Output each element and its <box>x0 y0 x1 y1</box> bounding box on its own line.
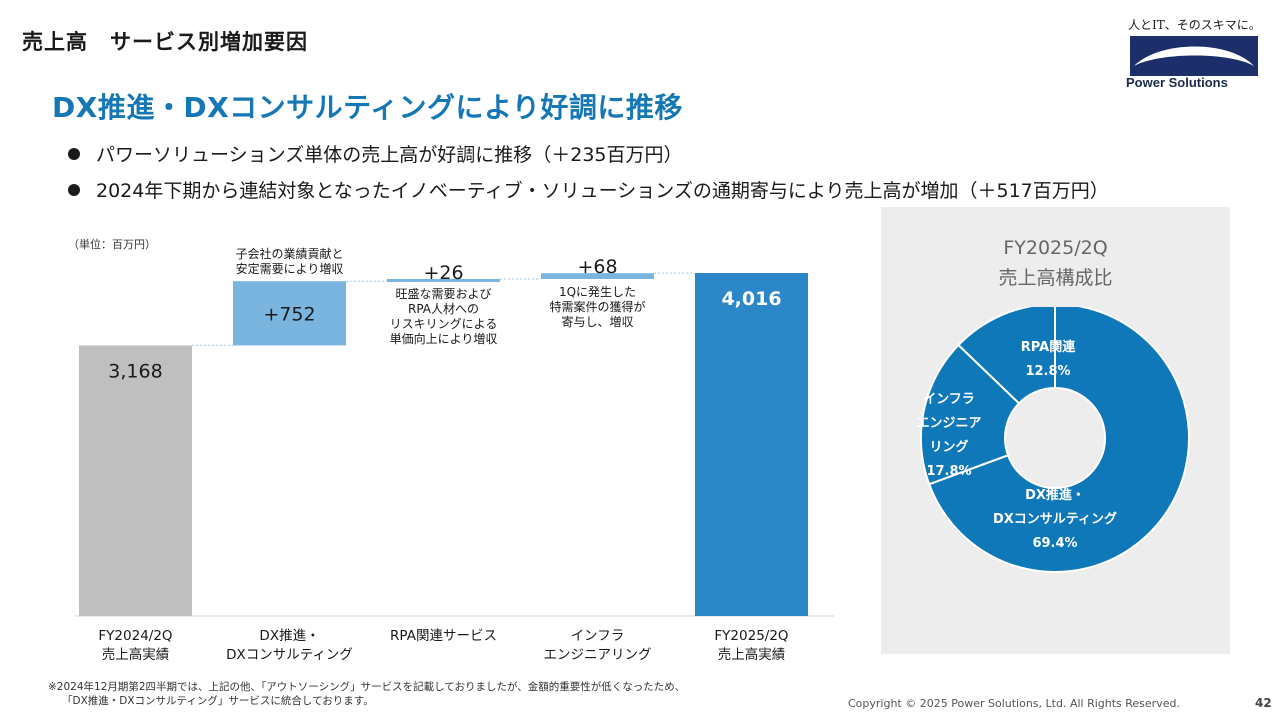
bar-annotation: 特需案件の獲得が <box>549 299 645 314</box>
category-label: 売上高実績 <box>718 646 786 663</box>
category-label: DXコンサルティング <box>226 647 353 663</box>
bar-value-label: +752 <box>263 303 315 325</box>
donut-slice <box>957 307 1056 405</box>
copyright: Copyright © 2025 Power Solutions, Ltd. A… <box>848 697 1180 710</box>
donut-label: エンジニア <box>916 416 981 431</box>
composition-panel: FY2025/2Q 売上高構成比 DX推進・ DXコンサルティング 69.4% インフ… <box>881 207 1230 654</box>
waterfall-bar <box>695 273 808 616</box>
unit-label: （単位：百万円） <box>68 238 156 251</box>
category-label: RPA関連サービス <box>390 628 497 644</box>
waterfall-bar <box>541 273 654 279</box>
waterfall-chart: 3,168 +752 +26 +68 4,016 子会社の業績貢献と安定需要により増収旺盛… <box>75 246 834 663</box>
bar-annotation: 1Qに発生した <box>559 285 636 299</box>
footnote: ※2024年12月期第2四半期では、上記の他、「アウトソーシング」サービスを記載… <box>48 680 685 708</box>
donut-label: RPA関連 <box>1021 339 1076 355</box>
footnote-line: ※2024年12月期第2四半期では、上記の他、「アウトソーシング」サービスを記載… <box>48 681 686 693</box>
page-number: 42 <box>1255 696 1272 710</box>
category-label: 売上高実績 <box>102 646 170 663</box>
company-logo: 人とIT、そのスキマに。 Power Solutions <box>1118 12 1268 94</box>
bar-annotation: 寄与し、増収 <box>561 314 633 329</box>
bullet-item: 2024年下期から連結対象となったイノベーティブ・ソリューションズの通期寄与によ… <box>68 176 1109 203</box>
donut-label: 17.8% <box>926 464 971 479</box>
donut-label: リング <box>929 439 968 455</box>
bar-value-label: 3,168 <box>108 360 162 382</box>
donut-title-line: 売上高構成比 <box>998 267 1113 289</box>
bullet-text: パワーソリューションズ単体の売上高が好調に推移（＋235百万円） <box>96 144 683 166</box>
bullet-item: パワーソリューションズ単体の売上高が好調に推移（＋235百万円） <box>68 140 683 167</box>
headline: DX推進・DXコンサルティングにより好調に推移 <box>52 91 683 124</box>
donut-title: FY2025/2Q 売上高構成比 <box>881 233 1230 293</box>
bar-annotation: 安定需要により増収 <box>236 261 344 276</box>
donut-label: 69.4% <box>1032 536 1077 551</box>
donut-slice <box>927 307 1190 573</box>
bar-value-label: +68 <box>577 256 617 278</box>
category-label: DX推進・ <box>259 628 319 644</box>
footnote-line: 「DX推進・DXコンサルティング」サービスに統合しております。 <box>62 695 374 707</box>
bullet-dot-icon <box>68 183 80 196</box>
bar-annotation: 子会社の業績貢献と <box>235 246 343 261</box>
bar-annotation: RPA人材への <box>408 302 479 316</box>
waterfall-bar <box>387 278 500 282</box>
waterfall-bar <box>233 281 346 346</box>
bar-annotation: 単価向上により増収 <box>390 331 498 346</box>
slide-heading: 売上高 サービス別増加要因 <box>22 30 308 54</box>
logo-mark-icon <box>1130 36 1258 76</box>
category-label: FY2024/2Q <box>98 628 172 644</box>
logo-name: Power Solutions <box>1126 75 1228 90</box>
donut-label: 12.8% <box>1025 364 1070 379</box>
bar-value-label: 4,016 <box>721 288 781 310</box>
bar-annotation: 旺盛な需要および <box>395 286 491 301</box>
category-label: エンジニアリング <box>544 647 652 663</box>
bar-value-label: +26 <box>423 262 463 284</box>
bullet-dot-icon <box>68 147 80 160</box>
category-label: FY2025/2Q <box>714 628 788 644</box>
bullet-text: 2024年下期から連結対象となったイノベーティブ・ソリューションズの通期寄与によ… <box>96 180 1109 202</box>
logo-tagline: 人とIT、そのスキマに。 <box>1128 18 1261 32</box>
waterfall-bar <box>79 345 192 616</box>
category-label: インフラ <box>571 628 625 644</box>
donut-label: DXコンサルティング <box>993 511 1117 527</box>
donut-title-line: FY2025/2Q <box>1003 237 1108 259</box>
donut-label: インフラ <box>923 392 975 407</box>
donut-label: DX推進・ <box>1025 487 1085 503</box>
bar-annotation: リスキリングによる <box>390 317 498 331</box>
